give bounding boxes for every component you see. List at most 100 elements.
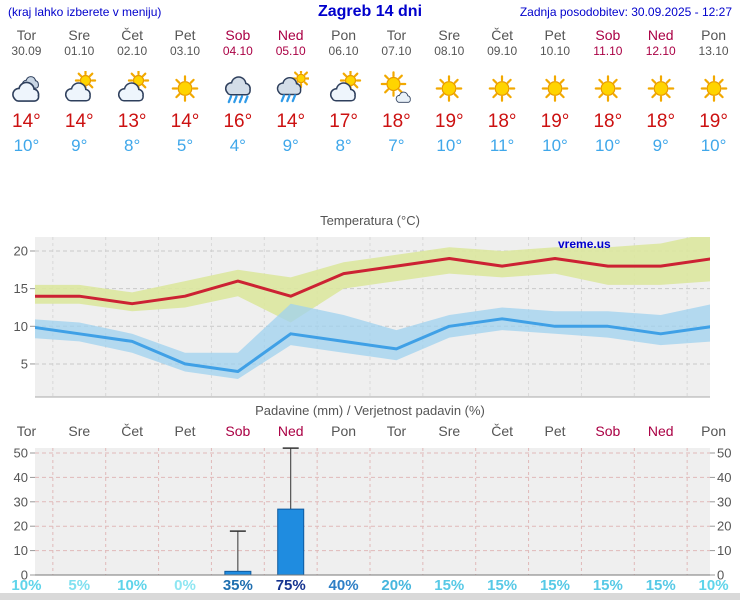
precip-day-label: Pet bbox=[174, 423, 196, 439]
weather-icon-sun bbox=[634, 71, 687, 107]
day-name: Ned bbox=[277, 27, 304, 43]
day-name: Sre bbox=[438, 27, 461, 43]
weather-icon-sun-small-cloud bbox=[370, 70, 423, 107]
day-low-temp: 11° bbox=[489, 136, 515, 156]
forecast-day-column: Sre 08.10 19° 10° bbox=[423, 27, 476, 156]
day-high-temp: 16° bbox=[223, 110, 253, 132]
precip-probability: 15% bbox=[539, 577, 570, 594]
weather-icon-sun bbox=[581, 71, 634, 107]
day-name: Čet bbox=[121, 27, 144, 43]
precip-day-label: Tor bbox=[386, 423, 407, 439]
temp-max-band bbox=[35, 237, 710, 323]
day-name: Sob bbox=[595, 27, 621, 43]
precip-day-label: Pet bbox=[544, 423, 566, 439]
precip-day-label: Ned bbox=[647, 423, 674, 439]
day-low-temp: 9° bbox=[652, 136, 669, 156]
day-name: Pet bbox=[174, 27, 196, 43]
precip-probability: 15% bbox=[434, 577, 465, 594]
precip-probability: 5% bbox=[68, 577, 91, 594]
temp-chart-title: Temperatura (°C) bbox=[320, 213, 420, 228]
day-date: 09.10 bbox=[487, 44, 518, 59]
forecast-strip: Tor 30.09 14° 10° Sre 01.10 14° 9° Čet 02.10 13° 8°… bbox=[0, 27, 740, 156]
day-date: 04.10 bbox=[222, 44, 253, 59]
day-low-temp: 7° bbox=[388, 136, 405, 156]
day-date: 12.10 bbox=[645, 44, 676, 59]
precip-probability: 35% bbox=[222, 577, 253, 594]
day-name: Tor bbox=[16, 27, 37, 43]
precip-probability: 15% bbox=[645, 577, 676, 594]
weather-icon-sun bbox=[476, 71, 529, 107]
last-updated: Zadnja posodobitev: 30.09.2025 - 12:27 bbox=[519, 5, 732, 19]
forecast-day-column: Sre 01.10 14° 9° bbox=[53, 27, 106, 156]
day-name: Pon bbox=[331, 27, 357, 43]
forecast-day-column: Tor 30.09 14° 10° bbox=[0, 27, 53, 156]
precip-y-tick-label-right: 10 bbox=[717, 543, 731, 558]
day-name: Pet bbox=[544, 27, 566, 43]
day-date: 13.10 bbox=[698, 44, 729, 59]
precip-y-tick-label-left: 20 bbox=[14, 519, 28, 534]
precip-day-label: Sob bbox=[225, 423, 251, 439]
forecast-day-column: Pon 06.10 17° 8° bbox=[317, 27, 370, 156]
weather-icon-sun-cloud bbox=[53, 70, 106, 107]
day-high-temp: 17° bbox=[329, 110, 358, 132]
precip-day-label: Čet bbox=[121, 423, 144, 439]
precip-probability: 40% bbox=[328, 577, 359, 594]
temperature-chart: 5 10 15 20 bbox=[14, 237, 710, 398]
precip-y-tick-label-left: 0 bbox=[21, 568, 28, 583]
precip-bar bbox=[224, 570, 252, 576]
precip-y-tick-label-right: 0 bbox=[717, 568, 724, 583]
day-high-temp: 14° bbox=[170, 110, 200, 132]
precip-y-tick-label-right: 40 bbox=[717, 470, 731, 485]
day-low-temp: 9° bbox=[282, 136, 299, 156]
forecast-day-column: Tor 07.10 18° 7° bbox=[370, 27, 423, 156]
day-low-temp: 9° bbox=[71, 136, 88, 156]
precip-y-tick-label-left: 50 bbox=[14, 446, 28, 461]
forecast-day-column: Sob 04.10 16° 4° bbox=[211, 27, 264, 156]
day-name: Sre bbox=[68, 27, 91, 43]
precip-day-label: Sob bbox=[595, 423, 621, 439]
precip-plot-bg bbox=[35, 448, 710, 575]
precip-probability: 15% bbox=[592, 577, 623, 594]
day-date: 11.10 bbox=[593, 44, 623, 59]
day-date: 02.10 bbox=[117, 44, 148, 59]
precip-day-label: Tor bbox=[16, 423, 37, 439]
page-title: Zagreb 14 dni bbox=[317, 3, 423, 20]
day-name: Pon bbox=[701, 27, 727, 43]
precip-y-tick-label-right: 20 bbox=[717, 519, 731, 534]
forecast-day-column: Ned 12.10 18° 9° bbox=[634, 27, 687, 156]
precip-day-labels: Tor Sre Čet Pet Sob Ned Pon Tor Sre Čet Pet Sob Ned P… bbox=[0, 423, 740, 439]
temp-max-line bbox=[35, 257, 710, 306]
watermark-link[interactable]: vreme.us bbox=[558, 237, 611, 251]
forecast-day-column: Ned 05.10 14° 9° bbox=[264, 27, 317, 156]
day-high-temp: 18° bbox=[382, 110, 411, 132]
day-date: 03.10 bbox=[169, 44, 200, 59]
forecast-day-column: Pet 10.10 19° 10° bbox=[529, 27, 582, 156]
day-low-temp: 10° bbox=[700, 136, 727, 156]
day-high-temp: 13° bbox=[117, 110, 147, 132]
precipitation-chart: 0 0 10 10 20 20 30 30 40 40 50 50 bbox=[14, 446, 732, 583]
day-low-temp: 8° bbox=[335, 136, 352, 156]
weather-icon-cloudy bbox=[0, 71, 53, 107]
day-high-temp: 14° bbox=[276, 110, 306, 132]
temp-min-band bbox=[35, 303, 710, 379]
day-high-temp: 14° bbox=[64, 110, 94, 132]
precip-probability: 10% bbox=[11, 577, 42, 594]
day-date: 01.10 bbox=[64, 44, 95, 59]
day-high-temp: 18° bbox=[593, 110, 623, 132]
weather-icon-rain bbox=[211, 71, 264, 107]
temp-y-tick-label: 10 bbox=[14, 319, 28, 334]
precip-probability: 15% bbox=[487, 577, 518, 594]
precip-day-label: Pon bbox=[331, 423, 357, 439]
precip-chart-title: Padavine (mm) / Verjetnost padavin (%) bbox=[255, 403, 485, 418]
day-date: 07.10 bbox=[381, 44, 412, 59]
weather-icon-sun bbox=[159, 71, 212, 107]
precip-day-label: Sre bbox=[68, 423, 91, 439]
weather-icon-sun bbox=[687, 71, 740, 107]
precip-probability: 0% bbox=[174, 577, 196, 594]
forecast-day-column: Čet 02.10 13° 8° bbox=[106, 27, 159, 156]
day-low-temp: 8° bbox=[124, 136, 141, 156]
precip-probability: 10% bbox=[117, 577, 148, 594]
precip-day-label: Pon bbox=[701, 423, 727, 439]
temp-y-tick-label: 5 bbox=[21, 356, 28, 371]
day-high-temp: 14° bbox=[12, 110, 41, 132]
